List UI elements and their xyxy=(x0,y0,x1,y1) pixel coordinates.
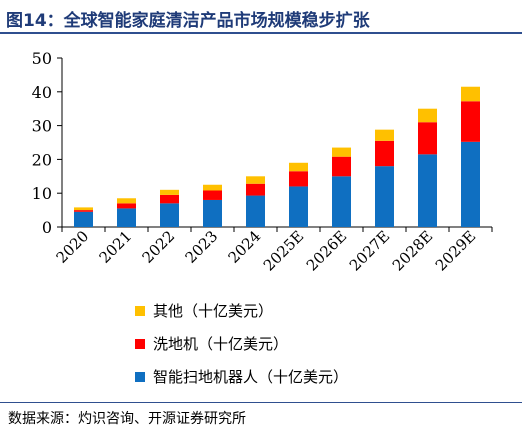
chart-title: 图14：全球智能家庭清洁产品市场规模稳步扩张 xyxy=(6,11,370,31)
bar-segment-other xyxy=(461,86,480,102)
legend-swatch xyxy=(135,372,145,382)
bar-segment-floor-washer xyxy=(461,101,480,142)
bar-segment-other xyxy=(375,129,394,141)
x-tick-label: 2020 xyxy=(53,227,93,267)
bar-segment-floor-washer xyxy=(74,210,93,212)
y-tick-label: 0 xyxy=(42,218,52,237)
bar-segment-robot-vacuum xyxy=(117,208,136,227)
legend-label: 智能扫地机器人（十亿美元） xyxy=(153,368,349,386)
bar-segment-floor-washer xyxy=(246,183,265,196)
bar-segment-other xyxy=(418,108,437,123)
x-tick-label: 2028E xyxy=(389,227,436,274)
x-tick-label: 2023 xyxy=(182,227,222,267)
bar-segment-robot-vacuum xyxy=(74,211,93,227)
title-bar: 图14：全球智能家庭清洁产品市场规模稳步扩张 xyxy=(0,0,522,34)
bar-segment-robot-vacuum xyxy=(160,203,179,227)
footer-divider xyxy=(0,402,522,403)
legend-label: 洗地机（十亿美元） xyxy=(153,335,289,353)
bar-segment-other xyxy=(332,147,351,157)
bar-segment-other xyxy=(74,207,93,211)
x-tick-label: 2021 xyxy=(96,227,136,267)
x-tick-label: 2024 xyxy=(225,227,265,267)
bar-segment-robot-vacuum xyxy=(203,199,222,227)
y-tick-label: 40 xyxy=(32,83,52,102)
x-tick-label: 2029E xyxy=(432,227,479,274)
x-tick-label: 2025E xyxy=(260,227,307,274)
bar-segment-robot-vacuum xyxy=(289,186,308,227)
bar-segment-floor-washer xyxy=(160,194,179,204)
bar-segment-floor-washer xyxy=(375,140,394,167)
y-tick-label: 30 xyxy=(32,117,52,136)
bar-segment-robot-vacuum xyxy=(418,154,437,227)
stacked-bar-chart: 0 10 20 30 40 50 2020 2021 2022 2023 20242025E2026… xyxy=(32,49,493,275)
bar-segment-other xyxy=(117,198,136,204)
bar-segment-robot-vacuum xyxy=(332,176,351,227)
legend-swatch xyxy=(135,339,145,349)
bar-segment-robot-vacuum xyxy=(246,195,265,227)
bar-segment-floor-washer xyxy=(289,171,308,187)
source-note: 数据来源：灼识咨询、开源证券研究所 xyxy=(8,411,246,427)
bar-segment-other xyxy=(289,162,308,172)
bar-segment-other xyxy=(203,184,222,191)
bar-segment-other xyxy=(246,176,265,184)
bar-segment-floor-washer xyxy=(117,203,136,209)
bar-segment-robot-vacuum xyxy=(375,166,394,227)
x-tick-label: 2027E xyxy=(346,227,393,274)
bar-segment-floor-washer xyxy=(418,122,437,155)
x-tick-label: 2022 xyxy=(139,227,179,267)
y-tick-label: 50 xyxy=(32,49,52,68)
bar-segment-floor-washer xyxy=(332,156,351,177)
bar-segment-robot-vacuum xyxy=(461,141,480,227)
y-tick-label: 10 xyxy=(32,184,52,203)
x-tick-label: 2026E xyxy=(303,227,350,274)
legend-label: 其他（十亿美元） xyxy=(153,302,274,320)
bar-segment-other xyxy=(160,189,179,195)
y-tick-label: 20 xyxy=(32,150,52,169)
bar-segment-floor-washer xyxy=(203,190,222,200)
legend-swatch xyxy=(135,306,145,316)
